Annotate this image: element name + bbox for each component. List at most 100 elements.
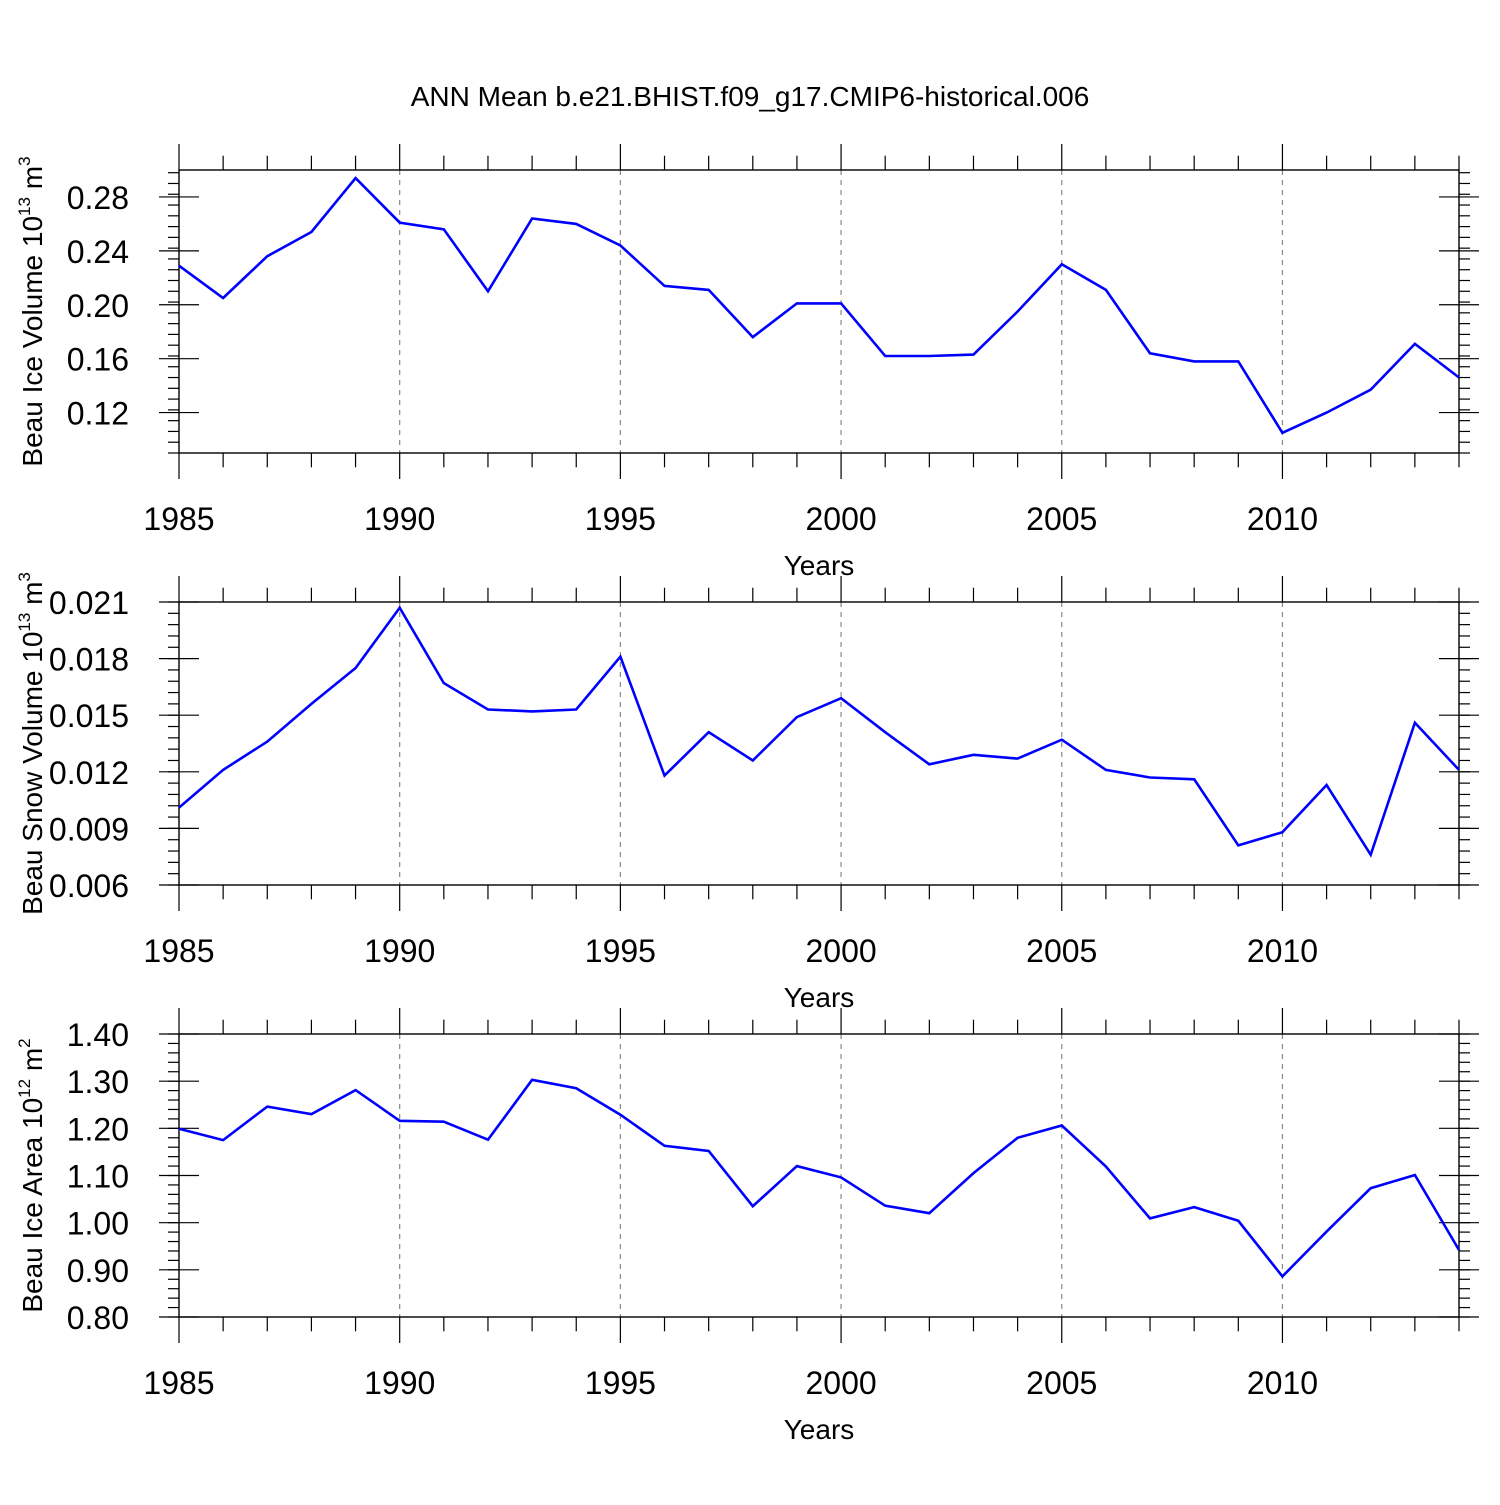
- data-point: [1237, 360, 1240, 363]
- data-point: [751, 336, 754, 339]
- data-point: [1369, 854, 1372, 857]
- data-point: [487, 290, 490, 293]
- chart-title: ANN Mean b.e21.BHIST.f09_g17.CMIP6-histo…: [411, 81, 1090, 112]
- x-tick-label: 2010: [1247, 501, 1318, 537]
- data-point: [751, 1205, 754, 1208]
- data-point: [619, 1113, 622, 1116]
- data-point: [443, 1120, 446, 1123]
- y-tick-label: 0.24: [67, 234, 129, 270]
- series-line-ice-volume: [178, 176, 1460, 435]
- y-tick-label: 0.16: [67, 342, 129, 378]
- data-point: [354, 1089, 357, 1092]
- data-point: [884, 731, 887, 734]
- data-point: [1281, 1275, 1284, 1278]
- y-axis-title: Beau Snow Volume 1013 m3: [15, 572, 48, 915]
- data-point: [840, 302, 843, 305]
- data-point: [487, 708, 490, 711]
- x-tick-label: 2000: [805, 1365, 876, 1401]
- y-tick-label: 0.28: [67, 180, 129, 216]
- y-tick-label: 1.00: [67, 1206, 129, 1242]
- x-tick-label: 1995: [585, 933, 656, 969]
- panel-snow-volume: 1985 1990 1995 2000 2005 2010 Years 0.006 0.009 0…: [15, 572, 1479, 1013]
- y-tick-label: 0.80: [67, 1300, 129, 1336]
- data-point: [1325, 784, 1328, 787]
- data-point: [354, 667, 357, 670]
- x-tick-label: 1985: [143, 501, 214, 537]
- y-tick-label: 0.006: [49, 868, 129, 904]
- y-tick-label: 1.20: [67, 1111, 129, 1147]
- data-point: [884, 1204, 887, 1207]
- data-point: [1193, 778, 1196, 781]
- y-axis-title: Beau Ice Area 1012 m2: [15, 1038, 48, 1312]
- data-point: [1149, 352, 1152, 355]
- data-point: [443, 228, 446, 231]
- data-point: [840, 1176, 843, 1179]
- data-point: [663, 774, 666, 777]
- data-point: [1016, 310, 1019, 313]
- data-point: [354, 177, 357, 180]
- data-point: [575, 708, 578, 711]
- data-point: [487, 1138, 490, 1141]
- data-point: [840, 697, 843, 700]
- data-point: [663, 285, 666, 288]
- y-tick-label: 1.40: [67, 1017, 129, 1053]
- data-point: [1281, 831, 1284, 834]
- data-point: [222, 297, 225, 300]
- y-tick-label: 0.015: [49, 698, 129, 734]
- data-point: [1105, 769, 1108, 772]
- data-point: [1149, 776, 1152, 779]
- data-point: [1060, 1124, 1063, 1127]
- data-point: [1105, 289, 1108, 292]
- x-tick-label: 1985: [143, 1365, 214, 1401]
- x-tick-label: 2005: [1026, 933, 1097, 969]
- data-point: [707, 1150, 710, 1153]
- data-point: [796, 716, 799, 719]
- data-point: [398, 221, 401, 224]
- y-tick-label: 0.20: [67, 288, 129, 324]
- y-tick-label: 0.018: [49, 642, 129, 678]
- x-axis-title: Years: [784, 982, 855, 1013]
- data-point: [972, 1172, 975, 1175]
- data-point: [266, 255, 269, 258]
- data-point: [663, 1144, 666, 1147]
- data-point: [310, 231, 313, 234]
- data-point: [1414, 343, 1417, 346]
- x-tick-label: 2005: [1026, 1365, 1097, 1401]
- plot-frame: [178, 1033, 1460, 1318]
- data-point: [1325, 411, 1328, 414]
- y-tick-label: 0.90: [67, 1253, 129, 1289]
- x-tick-label: 1990: [364, 933, 435, 969]
- data-point: [398, 606, 401, 609]
- y-tick-label: 1.30: [67, 1064, 129, 1100]
- data-point: [1458, 376, 1461, 379]
- data-point: [972, 754, 975, 757]
- x-tick-label: 1985: [143, 933, 214, 969]
- data-point: [1281, 431, 1284, 434]
- data-point: [707, 731, 710, 734]
- data-point: [222, 1139, 225, 1142]
- data-point: [1369, 388, 1372, 391]
- data-point: [1458, 1249, 1461, 1252]
- y-tick-label: 0.021: [49, 585, 129, 621]
- data-point: [1193, 360, 1196, 363]
- data-point: [1193, 1206, 1196, 1209]
- data-point: [266, 740, 269, 743]
- y-tick-label: 0.009: [49, 811, 129, 847]
- series-line-snow-volume: [178, 605, 1460, 858]
- data-point: [751, 759, 754, 762]
- x-axis-title: Years: [784, 550, 855, 581]
- x-tick-label: 1995: [585, 501, 656, 537]
- data-point: [707, 289, 710, 292]
- data-point: [1325, 1230, 1328, 1233]
- x-tick-label: 1990: [364, 1365, 435, 1401]
- data-point: [178, 1128, 181, 1131]
- data-point: [222, 769, 225, 772]
- y-tick-label: 1.10: [67, 1159, 129, 1195]
- x-tick-label: 2005: [1026, 501, 1097, 537]
- data-point: [531, 217, 534, 220]
- data-point: [1149, 1217, 1152, 1220]
- data-point: [1458, 769, 1461, 772]
- data-point: [178, 806, 181, 809]
- plot-frame: [178, 601, 1460, 886]
